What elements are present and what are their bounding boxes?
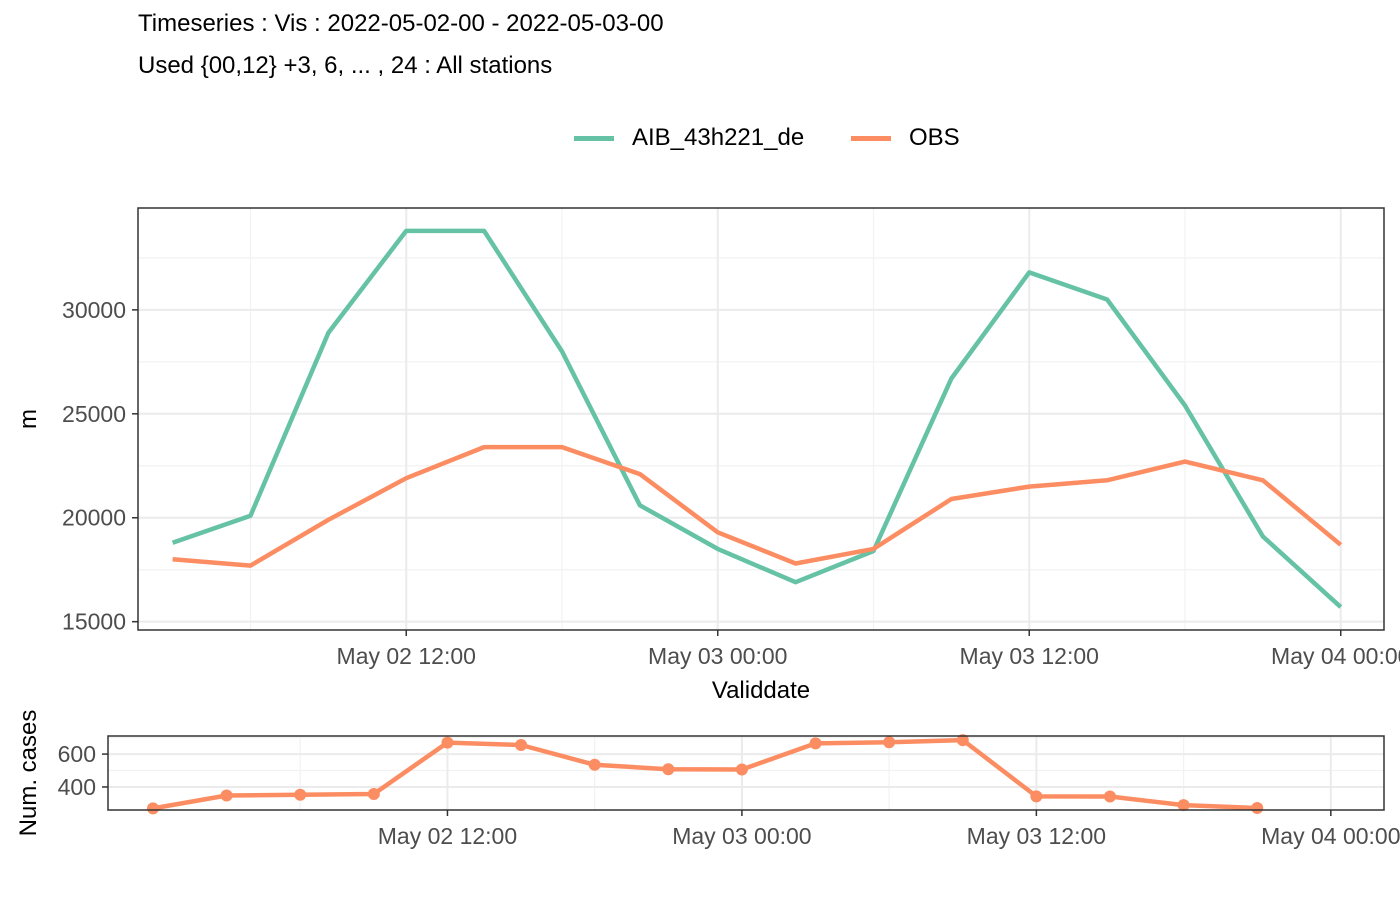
cases-data-point <box>146 802 159 815</box>
cases-data-point <box>662 763 675 776</box>
cases-x-tick-label: May 03 12:00 <box>967 823 1106 849</box>
legend-key-model <box>574 135 614 141</box>
cases-data-point <box>515 739 528 752</box>
cases-data-point <box>1251 802 1264 815</box>
cases-data-point <box>588 758 601 771</box>
cases-data-point <box>220 789 233 802</box>
legend: AIB_43h221_de OBS <box>0 122 1400 154</box>
main-y-tick-label: 20000 <box>62 505 126 531</box>
legend-item-model: AIB_43h221_de <box>574 122 804 154</box>
cases-y-axis-title: Num. cases <box>15 710 42 837</box>
cases-x-tick-label: May 03 00:00 <box>672 823 811 849</box>
cases-data-point <box>294 788 307 801</box>
cases-x-tick-label: May 02 12:00 <box>378 823 517 849</box>
main-panel-border <box>137 207 1385 631</box>
main-y-tick-label: 30000 <box>62 297 126 323</box>
cases-data-point <box>1103 790 1116 803</box>
main-series-line-model <box>171 228 1343 609</box>
cases-data-point <box>735 763 748 776</box>
main-x-tick-label: May 03 12:00 <box>960 643 1099 669</box>
main-x-tick-label: May 04 00:00 <box>1271 643 1400 669</box>
main-x-tick-label: May 02 12:00 <box>337 643 476 669</box>
main-series-line-obs <box>172 444 1343 568</box>
cases-panel-border <box>107 735 1385 811</box>
legend-item-obs: OBS <box>851 122 960 154</box>
legend-key-obs <box>851 135 891 141</box>
cases-data-point <box>1030 790 1043 803</box>
legend-label-obs: OBS <box>909 124 960 151</box>
main-x-axis-title: Validdate <box>712 677 810 704</box>
main-y-tick-label: 25000 <box>62 401 126 427</box>
main-panel: 15000 20000 25000 30000 May 02 12:00 May 03 0… <box>15 207 1400 704</box>
cases-data-point <box>809 737 822 750</box>
cases-data-point <box>441 736 454 749</box>
cases-series-line-obs <box>152 737 1258 811</box>
chart-title: Timeseries : Vis : 2022-05-02-00 - 2022-… <box>138 10 664 37</box>
main-y-axis-title: m <box>15 409 42 429</box>
legend-label-model: AIB_43h221_de <box>632 124 805 151</box>
cases-y-tick-label: 600 <box>58 741 96 767</box>
cases-x-tick-label: May 04 00:00 <box>1261 823 1400 849</box>
main-x-tick-label: May 03 00:00 <box>648 643 787 669</box>
cases-data-point <box>367 788 380 801</box>
chart-subtitle: Used {00,12} +3, 6, ... , 24 : All stati… <box>138 52 553 79</box>
cases-panel: 400 600 May 02 12:00 May 03 00:00 May 03 12:… <box>15 710 1400 849</box>
cases-y-tick-label: 400 <box>58 774 96 800</box>
main-y-tick-label: 15000 <box>62 609 126 635</box>
cases-data-point <box>883 736 896 749</box>
cases-data-point <box>1177 799 1190 812</box>
cases-data-point <box>956 734 969 747</box>
